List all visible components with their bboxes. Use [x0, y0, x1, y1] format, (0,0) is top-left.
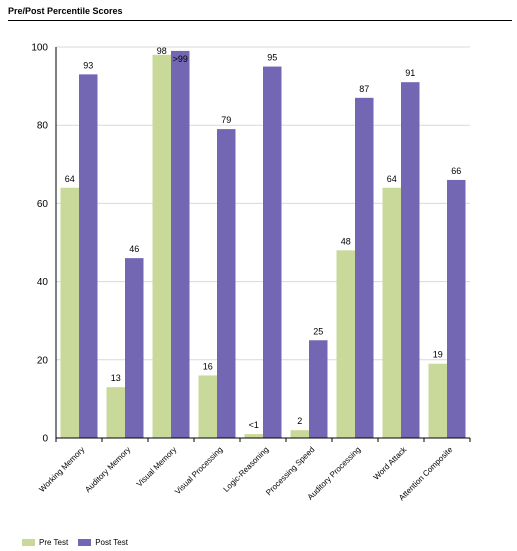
y-tick-label-0: 0 [42, 434, 48, 445]
data-label-pre-4: <1 [249, 420, 259, 430]
x-tick-label-7: Word Attack [372, 444, 409, 481]
bar-post-7 [401, 82, 420, 438]
data-label-pre-7: 64 [387, 174, 397, 184]
data-label-post-0: 93 [83, 60, 93, 70]
legend-label-pre-test: Pre Test [39, 538, 69, 547]
y-tick-label-60: 60 [37, 199, 49, 210]
data-label-post-4: 95 [267, 53, 277, 63]
title-divider [8, 20, 512, 21]
data-label-pre-6: 48 [341, 236, 351, 246]
bar-pre-7 [382, 187, 401, 438]
x-tick-label-2: Visual Memory [135, 445, 179, 489]
data-label-post-7: 91 [405, 68, 415, 78]
legend-item-pre-test: Pre Test [22, 538, 68, 547]
y-tick-label-80: 80 [37, 121, 49, 132]
data-label-pre-3: 16 [203, 361, 213, 371]
data-label-post-1: 46 [129, 244, 139, 254]
data-label-pre-0: 64 [65, 174, 75, 184]
x-tick-label-4: Logic-Reasoning [222, 445, 271, 494]
bar-pre-4 [244, 434, 263, 438]
legend-swatch-post-test [78, 539, 92, 546]
data-label-pre-8: 19 [433, 350, 443, 360]
bar-pre-2 [152, 54, 171, 438]
bar-post-2 [171, 50, 190, 438]
legend-swatch-pre-test [22, 539, 35, 546]
page-title: Pre/Post Percentile Scores [8, 6, 123, 16]
bar-post-6 [355, 97, 374, 438]
bar-post-0 [79, 74, 98, 439]
data-label-pre-2: 98 [157, 46, 167, 56]
legend-item-post-test: Post Test [78, 538, 128, 547]
bar-pre-1 [106, 387, 125, 438]
bar-pre-8 [428, 363, 447, 438]
bar-post-5 [309, 340, 328, 438]
bar-post-4 [263, 66, 282, 439]
data-label-pre-5: 2 [297, 416, 302, 426]
data-label-post-3: 79 [221, 115, 231, 125]
data-label-pre-1: 13 [111, 373, 121, 383]
chart-legend: Pre Test Post Test [22, 538, 138, 547]
bar-layer [60, 50, 466, 439]
x-tick-label-3: Visual Processing [173, 445, 224, 496]
data-label-layer: 64 93 13 46 98 >99 16 79 <1 95 2 25 48 87 64 91 19 66 [65, 46, 462, 430]
data-label-post-5: 25 [313, 326, 323, 336]
y-tick-label-20: 20 [37, 355, 49, 366]
legend-label-post-test: Post Test [95, 538, 128, 547]
bar-pre-6 [336, 250, 355, 438]
bar-post-8 [447, 179, 466, 438]
data-label-post-8: 66 [451, 166, 461, 176]
x-tick-label-0: Working Memory [37, 445, 86, 494]
bar-post-1 [125, 258, 144, 438]
bar-pre-5 [290, 430, 309, 438]
bar-post-3 [217, 129, 236, 439]
x-tick-label-5: Processing Speed [264, 445, 316, 497]
y-tick-label-40: 40 [37, 277, 49, 288]
bar-pre-3 [198, 375, 217, 438]
y-tick-label-100: 100 [31, 43, 48, 54]
data-label-post-6: 87 [359, 84, 369, 94]
bar-pre-0 [60, 187, 79, 438]
x-tick-label-1: Auditory Memory [83, 445, 132, 494]
data-label-post-2: >99 [173, 54, 188, 64]
